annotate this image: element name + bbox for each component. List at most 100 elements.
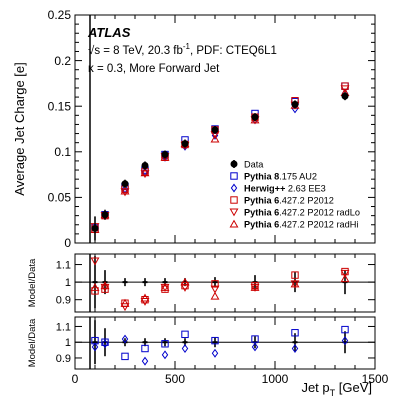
p6hi-ratio-point bbox=[120, 298, 130, 307]
legend-label-hw: Herwig++ 2.63 EE3 bbox=[244, 184, 326, 194]
p6lo-ratio-point bbox=[100, 283, 110, 292]
p8-ratio-point bbox=[181, 330, 189, 339]
p6hi-ratio-point bbox=[160, 282, 170, 291]
atlas-label: ATLAS bbox=[87, 25, 131, 40]
legend-label-text: Data bbox=[244, 160, 264, 170]
x-tick-label: 0 bbox=[72, 372, 79, 386]
hw-ratio-point bbox=[251, 342, 259, 352]
ratio2-x-ticks bbox=[74, 317, 376, 369]
p8-ratio-point bbox=[101, 338, 109, 346]
data-point bbox=[161, 151, 169, 159]
p6lo-point bbox=[340, 85, 350, 94]
p6hi-point bbox=[210, 134, 220, 143]
legend-label-p6lo: Pythia 6.427.2 P2012 radLo bbox=[244, 208, 360, 218]
hw-point bbox=[291, 104, 299, 114]
legend-label-text: .427.2 P2012 radHi bbox=[279, 220, 358, 230]
ratio2-y-tick-label: 0.9 bbox=[56, 353, 71, 365]
x-tick-label: 500 bbox=[165, 372, 185, 386]
p6lo-point bbox=[140, 170, 150, 179]
main-y-tick-label: 0.25 bbox=[48, 8, 72, 22]
legend-marker-p6 bbox=[230, 196, 238, 204]
data-point bbox=[91, 224, 99, 232]
ratio2-y-tick-label: 1.1 bbox=[56, 321, 71, 333]
main-y-tick-label: 0.05 bbox=[48, 191, 72, 205]
legend-label-bold: Herwig++ bbox=[244, 184, 285, 194]
ratio2-panel-frame bbox=[74, 316, 376, 370]
legend-marker-p6hi bbox=[229, 219, 239, 228]
legend-label-text: 2.63 EE3 bbox=[285, 184, 325, 194]
main-y-tick-label: 0 bbox=[64, 236, 71, 250]
ratio1-panel-frame bbox=[74, 253, 376, 313]
legend-label-bold: Pythia 6 bbox=[244, 220, 279, 230]
main-y-tick-label: 0.2 bbox=[54, 54, 71, 68]
p6lo-point bbox=[120, 188, 130, 197]
legend-label-text: .427.2 P2012 radLo bbox=[279, 208, 360, 218]
ratio1-x-ticks bbox=[74, 254, 376, 312]
hw-ratio-point bbox=[101, 339, 109, 349]
main-y-tick-label: 0.1 bbox=[54, 145, 71, 159]
p6lo-ratio-point bbox=[210, 285, 220, 294]
kappa-jet-label: κ = 0.3, More Forward Jet bbox=[88, 63, 220, 75]
p8-ratio-point bbox=[161, 340, 169, 348]
p6lo-ratio-point bbox=[120, 303, 130, 312]
p6hi-ratio-point bbox=[90, 282, 100, 291]
ratio-panel-pythia6: 0.9 1 1.1 Model/Data bbox=[27, 253, 376, 313]
sqrt-symbol: √ bbox=[88, 44, 95, 57]
main-y-tick-label: 0.15 bbox=[48, 99, 72, 113]
p6lo-ratio-point bbox=[340, 269, 350, 278]
legend-label-bold: Pythia 6 bbox=[244, 208, 279, 218]
legend-label-bold: Pythia 6 bbox=[244, 196, 279, 206]
p6hi-ratio-point bbox=[250, 282, 260, 291]
hw-ratio-point bbox=[291, 344, 299, 353]
hw-ratio-point bbox=[211, 348, 219, 358]
x-axis-label: Jet pT [GeV] bbox=[301, 380, 372, 398]
main-y-axis-label: Average Jet Charge [e] bbox=[12, 62, 27, 195]
hw-ratio-point bbox=[91, 342, 99, 352]
ratio-panel-other: 0.9 1 1.1 Model/Data 0 500 1000 1500 Jet pT [… bbox=[27, 316, 389, 398]
ratio2-y-axis-label: Model/Data bbox=[27, 318, 38, 367]
x-axis-label-main: Jet p bbox=[301, 380, 329, 395]
p6hi-ratio-point bbox=[290, 279, 300, 288]
ratio1-y-tick-label: 1 bbox=[65, 277, 71, 289]
p6lo-ratio-point bbox=[140, 297, 150, 306]
energy-lumi-text: = 8 TeV, 20.3 fb bbox=[100, 45, 183, 57]
x-axis-label-unit: [GeV] bbox=[335, 380, 372, 395]
main-panel-frame bbox=[74, 14, 376, 244]
p8-ratio-point bbox=[341, 325, 349, 334]
hw-ratio-point bbox=[341, 336, 349, 346]
legend-label-p8: Pythia 8.175 AU2 bbox=[244, 172, 317, 182]
x-tick-labels: 0 500 1000 1500 bbox=[72, 372, 389, 386]
p8-ratio-point bbox=[121, 352, 129, 361]
legend-marker-data bbox=[230, 160, 238, 168]
p6hi-ratio-point bbox=[210, 291, 220, 300]
ratio2-y-ticks: 0.9 1 1.1 bbox=[56, 321, 375, 365]
hw-ratio-point bbox=[161, 350, 169, 360]
data-point bbox=[101, 211, 109, 219]
p6hi-ratio-point bbox=[100, 281, 110, 290]
legend-label-p6hi: Pythia 6.427.2 P2012 radHi bbox=[244, 220, 358, 230]
data-point bbox=[341, 92, 349, 100]
legend-marker-p6lo bbox=[229, 208, 239, 217]
lumi-superscript: -1 bbox=[183, 42, 191, 51]
legend: Data Pythia 8.175 AU2 Herwig++ 2.63 EE3 Pyt… bbox=[229, 160, 360, 230]
main-y-ticks: 0 0.05 0.1 0.15 0.2 0.25 bbox=[48, 8, 375, 250]
ratio1-y-tick-label: 0.9 bbox=[56, 295, 71, 307]
main-x-ticks bbox=[74, 15, 376, 243]
x-tick-label: 1000 bbox=[262, 372, 289, 386]
s-symbol: s bbox=[94, 45, 100, 57]
energy-lumi-pdf-label: √s = 8 TeV, 20.3 fb-1, PDF: CTEQ6L1 bbox=[88, 42, 277, 57]
p8-ratio-point bbox=[291, 329, 299, 337]
ratio1-y-tick-label: 1.1 bbox=[56, 259, 71, 271]
x-tick-label: 1500 bbox=[362, 372, 389, 386]
data-point bbox=[211, 126, 219, 134]
ratio1-y-axis-label: Model/Data bbox=[27, 258, 38, 307]
p6lo-ratio-point bbox=[180, 283, 190, 292]
p8-ratio-point bbox=[251, 335, 259, 343]
data-point bbox=[121, 180, 129, 188]
legend-label-data: Data bbox=[244, 160, 264, 170]
hw-ratio-point bbox=[121, 334, 129, 344]
data-point bbox=[251, 113, 259, 121]
p6hi-ratio-point bbox=[340, 274, 350, 283]
p6hi-ratio-point bbox=[180, 277, 190, 286]
